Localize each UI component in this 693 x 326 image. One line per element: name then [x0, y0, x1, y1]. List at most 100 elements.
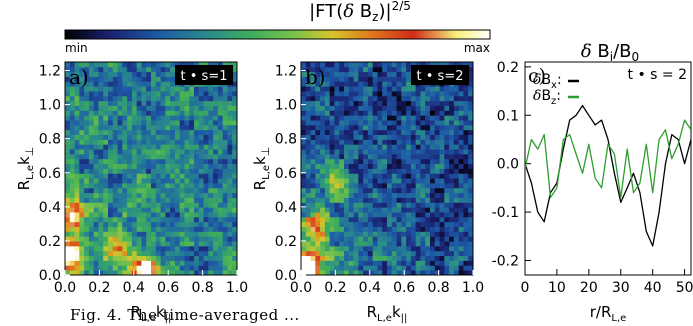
- heatmap-cell: [232, 91, 238, 97]
- heatmap-cell: [372, 115, 378, 121]
- heatmap-cell: [189, 255, 195, 261]
- heatmap-cell: [406, 66, 412, 73]
- heatmap-cell: [74, 134, 80, 140]
- heatmap-cell: [151, 129, 157, 136]
- heatmap-cell: [329, 168, 335, 174]
- heatmap-cell: [65, 187, 71, 194]
- heatmap-cell: [69, 221, 75, 227]
- heatmap-cell: [213, 207, 219, 213]
- heatmap-cell: [122, 260, 128, 266]
- heatmap-cell: [151, 231, 157, 237]
- heatmap-cell: [339, 192, 345, 198]
- heatmap-cell: [112, 226, 118, 232]
- heatmap-cell: [165, 100, 171, 106]
- heatmap-cell: [348, 231, 354, 237]
- heatmap-cell: [463, 100, 469, 106]
- heatmap-cell: [449, 105, 455, 111]
- heatmap-cell: [179, 245, 185, 252]
- x-tick-label: 0.4: [123, 280, 145, 296]
- heatmap-cell: [122, 265, 128, 271]
- heatmap-cell: [406, 120, 412, 126]
- heatmap-cell: [367, 81, 374, 87]
- heatmap-cell: [453, 245, 460, 252]
- heatmap-cell: [367, 221, 374, 227]
- heatmap-cell: [444, 173, 450, 179]
- heatmap-cell: [334, 216, 340, 223]
- y-tick-label: 0.2: [275, 234, 297, 250]
- heatmap-cell: [222, 231, 228, 237]
- heatmap-cell: [93, 245, 99, 252]
- heatmap-cell: [88, 76, 95, 82]
- heatmap-cell: [79, 81, 85, 87]
- heatmap-cell: [463, 197, 469, 203]
- heatmap-cell: [430, 207, 436, 213]
- heatmap-cell: [136, 110, 142, 116]
- heatmap-cell: [122, 95, 128, 102]
- heatmap-cell: [155, 236, 161, 242]
- heatmap-cell: [401, 95, 407, 102]
- heatmap-cell: [69, 144, 75, 150]
- heatmap-cell: [458, 129, 464, 136]
- heatmap-cell: [301, 66, 307, 73]
- heatmap-cell: [310, 129, 316, 136]
- y-tick-label: -0.2: [492, 253, 519, 269]
- heatmap-cell: [88, 81, 95, 87]
- heatmap-cell: [358, 270, 364, 276]
- heatmap-cell: [170, 95, 176, 102]
- heatmap-cell: [391, 187, 397, 194]
- heatmap-cell: [334, 187, 340, 194]
- heatmap-cell: [358, 134, 364, 140]
- heatmap-cell: [301, 100, 307, 106]
- heatmap-cell: [339, 66, 345, 73]
- heatmap-cell: [344, 91, 350, 97]
- heatmap-cell: [127, 110, 133, 116]
- heatmap-cell: [165, 76, 171, 82]
- heatmap-cell: [179, 144, 185, 150]
- heatmap-cell: [65, 202, 71, 208]
- heatmap-cell: [79, 149, 85, 155]
- heatmap-cell: [65, 221, 71, 227]
- heatmap-cell: [112, 62, 118, 68]
- heatmap-cell: [425, 236, 431, 242]
- heatmap-cell: [396, 129, 402, 136]
- heatmap-cell: [136, 129, 142, 136]
- heatmap-cell: [348, 134, 354, 140]
- heatmap-cell: [434, 86, 440, 92]
- heatmap-cell: [136, 105, 142, 111]
- heatmap-cell: [339, 241, 345, 247]
- heatmap-cell: [367, 260, 374, 266]
- heatmap-cell: [170, 236, 176, 242]
- heatmap-cell: [425, 163, 431, 169]
- heatmap-cell: [310, 149, 316, 155]
- colorbar-min-label: min: [65, 41, 88, 55]
- heatmap-cell: [396, 270, 402, 276]
- heatmap-cell: [348, 71, 354, 77]
- heatmap-cell: [88, 71, 95, 77]
- heatmap-cell: [112, 231, 118, 237]
- heatmap-cell: [170, 81, 176, 87]
- heatmap-cell: [103, 81, 109, 87]
- heatmap-cell: [301, 173, 307, 179]
- heatmap-cell: [430, 212, 436, 218]
- heatmap-cell: [151, 105, 157, 111]
- heatmap-cell: [127, 241, 133, 247]
- heatmap-cell: [103, 124, 109, 131]
- heatmap-cell: [334, 144, 340, 150]
- heatmap-cell: [339, 168, 345, 174]
- heatmap-cell: [141, 226, 147, 232]
- heatmap-cell: [232, 62, 238, 68]
- heatmap-cell: [439, 115, 445, 121]
- heatmap-cell: [227, 207, 233, 213]
- heatmap-cell: [93, 105, 99, 111]
- heatmap-cell: [151, 226, 157, 232]
- heatmap-cell: [334, 76, 340, 82]
- heatmap-cell: [184, 192, 190, 198]
- heatmap-cell: [439, 255, 445, 261]
- heatmap-cell: [88, 187, 95, 194]
- heatmap-cell: [141, 216, 147, 223]
- heatmap-cell: [387, 250, 393, 257]
- heatmap-cell: [310, 178, 316, 184]
- heatmap-cell: [203, 270, 209, 276]
- heatmap-cell: [112, 149, 118, 155]
- heatmap-cell: [372, 231, 378, 237]
